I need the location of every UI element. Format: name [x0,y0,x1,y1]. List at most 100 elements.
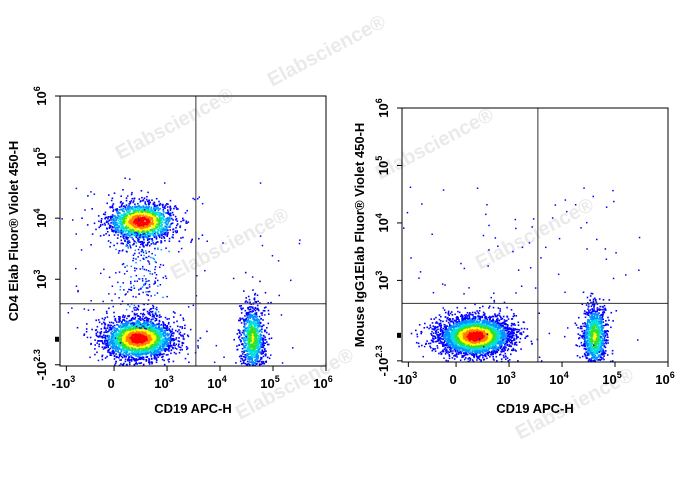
event-dot [143,339,146,341]
event-dot [157,353,160,356]
event-dot [148,206,150,208]
event-dot [127,229,130,232]
event-dot [149,223,151,225]
event-dot [147,346,150,348]
event-dot [139,343,141,346]
event-dot [157,230,159,233]
event-dot [267,309,270,312]
event-dot [103,222,106,225]
event-dot [127,315,129,317]
event-dot [147,227,149,230]
event-dot [141,334,144,336]
event-dot [112,325,114,328]
event-dot [254,292,257,295]
event-dot [257,325,259,328]
event-dot [154,312,157,314]
event-dot [162,324,165,327]
event-dot [153,354,155,357]
event-dot [141,236,144,239]
event-dot [135,233,137,236]
event-dot [128,221,130,223]
event-dot [117,211,119,213]
event-dot [123,226,125,229]
event-dot [142,345,145,347]
event-dot [257,300,259,303]
event-dot [137,335,139,337]
event-dot [151,358,153,360]
event-dot [109,226,112,228]
event-dot [159,236,161,239]
event-dot [253,315,255,318]
event-dot [121,208,124,211]
event-dot [139,228,141,231]
event-dot [173,343,175,345]
event-dot [160,224,163,227]
event-dot [164,205,166,208]
event-dot [115,221,118,224]
event-dot [153,207,156,210]
event-dot [157,209,160,211]
event-dot [245,353,248,356]
event-dot [256,342,258,345]
event-dot [122,229,124,232]
event-dot [170,207,172,210]
event-dot [132,208,135,210]
event-dot [259,347,261,350]
event-dot [145,353,148,355]
event-dot [240,362,243,365]
event-dot [141,349,144,351]
event-dot [184,212,187,214]
event-dot [266,341,268,343]
event-dot [257,339,259,341]
event-dot [113,227,116,229]
event-dot [153,346,156,349]
event-dot [95,332,98,335]
event-dot [180,237,182,239]
event-dot [147,242,149,244]
event-dot [156,214,158,216]
event-dot [91,233,94,235]
event-dot [133,318,135,320]
event-dot [162,210,165,212]
event-dot [104,331,107,333]
event-dot [162,346,165,348]
event-dot [139,318,141,320]
event-dot [126,337,129,340]
event-dot [138,207,141,209]
event-dot [123,356,126,358]
event-dot [149,328,152,330]
event-dot [107,221,109,223]
event-dot [250,334,252,337]
event-dot [114,215,117,217]
event-dot [144,351,146,354]
event-dot [250,313,252,316]
event-dot [106,228,108,230]
event-dot [146,244,148,247]
event-dot [164,338,166,340]
event-dot [240,340,242,343]
event-dot [157,327,159,329]
event-dot [189,328,192,331]
event-dot [253,335,256,337]
event-dot [124,227,127,229]
event-dot [154,230,157,233]
event-dot [106,231,109,233]
event-dot [126,359,129,362]
event-dot [173,205,176,208]
event-dot [130,358,133,361]
event-dot [136,342,139,344]
event-dot [141,196,143,199]
event-dot [246,354,249,357]
event-dot [255,330,257,333]
event-dot [150,330,152,332]
event-dot [251,358,253,360]
event-dot [238,344,240,346]
event-dot [159,354,161,357]
event-dot [120,348,122,350]
event-dot [142,226,145,229]
event-dot [114,340,117,343]
event-dot [143,207,145,209]
event-dot [260,351,263,354]
event-dot [130,215,132,217]
event-dot [110,337,113,340]
